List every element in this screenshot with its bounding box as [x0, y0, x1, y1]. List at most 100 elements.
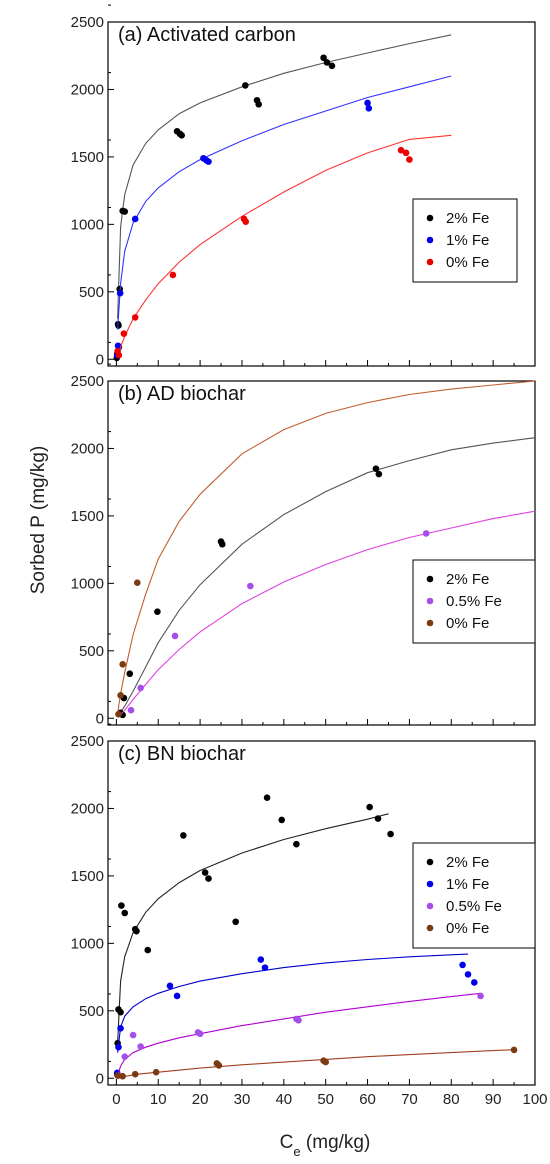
data-point	[366, 803, 373, 811]
data-point	[255, 100, 263, 108]
data-point	[173, 992, 181, 1000]
data-point	[121, 909, 129, 917]
panel-title: (a) Activated carbon	[118, 24, 296, 46]
fit-curve	[117, 813, 389, 1044]
series-2-fe	[113, 34, 452, 362]
legend-label: 0% Fe	[446, 615, 489, 632]
x-axis-title-unit: (mg/kg)	[301, 1132, 371, 1153]
x-tick-label: 70	[401, 1091, 418, 1108]
y-tick-label: 500	[79, 284, 104, 301]
data-point	[126, 670, 134, 678]
data-point	[118, 902, 125, 909]
series-0-5-fe	[115, 992, 484, 1079]
data-point	[365, 105, 373, 112]
legend-marker	[426, 236, 434, 244]
data-point	[129, 1031, 137, 1039]
plot-frame	[107, 21, 536, 367]
data-point	[402, 149, 410, 157]
data-point	[459, 961, 466, 969]
y-tick-label: 1000	[71, 935, 104, 952]
data-point	[470, 979, 478, 986]
data-point	[144, 946, 152, 954]
data-point	[406, 156, 413, 163]
panel-title: (c) BN biochar	[118, 743, 246, 765]
panel-title: (b) AD biochar	[118, 383, 246, 405]
x-axis-title-sub: e	[293, 1144, 300, 1159]
legend-marker	[426, 214, 434, 222]
data-point	[120, 330, 128, 337]
legend-marker	[426, 575, 434, 583]
fit-curve	[116, 380, 536, 716]
data-point	[178, 132, 185, 139]
data-point	[397, 146, 405, 154]
y-tick-label: 1500	[71, 868, 104, 885]
fit-curve	[117, 75, 452, 330]
fit-curve	[118, 510, 536, 718]
data-point	[205, 875, 212, 882]
data-point	[171, 632, 179, 640]
y-tick-label: 2500	[71, 733, 104, 750]
data-point	[247, 582, 254, 590]
data-point	[320, 54, 327, 62]
data-point	[322, 1058, 329, 1066]
panel-1: 0 500 1000 1500 2000 2500 (a) Activated carbon…	[71, 4, 536, 368]
legend: 2% Fe 0.5% Fe 0% Fe	[412, 559, 536, 644]
data-point	[115, 351, 123, 359]
series-0-5-fe	[118, 510, 536, 718]
panel-3: 0 500 1000 1500 2000 2500 0 10 20 30 40 50 60 70 80 90 1…	[71, 723, 548, 1108]
data-point	[117, 1008, 124, 1016]
y-tick-label: 2000	[71, 800, 104, 817]
y-tick-label: 500	[79, 1003, 104, 1020]
data-point	[131, 314, 139, 321]
data-point	[169, 271, 177, 279]
legend-marker	[426, 619, 434, 627]
data-point	[117, 692, 124, 699]
y-tick-label: 1500	[71, 508, 104, 525]
legend-label: 2% Fe	[446, 571, 489, 588]
data-point	[166, 982, 174, 990]
data-point	[374, 815, 382, 822]
data-point	[261, 964, 269, 971]
x-tick-label: 80	[443, 1091, 460, 1108]
fit-curve	[117, 34, 452, 319]
y-tick-label: 1500	[71, 149, 104, 166]
y-tick-label: 2000	[71, 81, 104, 98]
legend-marker	[426, 880, 434, 888]
data-point	[387, 830, 394, 838]
legend-label: 0.5% Fe	[446, 593, 502, 610]
y-tick-label: 2000	[71, 440, 104, 457]
data-point	[263, 794, 271, 801]
data-point	[364, 99, 371, 107]
data-point	[131, 215, 139, 223]
x-tick-label: 100	[522, 1091, 547, 1108]
data-point	[131, 1070, 139, 1078]
series-1-fe	[113, 953, 478, 1077]
data-point	[117, 1025, 124, 1032]
series-2-fe	[113, 794, 394, 1078]
data-point	[115, 1043, 122, 1051]
y-axis-title: Sorbed P (mg/kg)	[28, 446, 49, 595]
series-0-fe	[114, 134, 452, 359]
data-point	[134, 579, 141, 586]
panel-2: 0 500 1000 1500 2000 2500 (b) AD biochar 2% Fe 0…	[71, 363, 536, 727]
legend-label: 0% Fe	[446, 920, 489, 937]
x-axis-title-main: C	[280, 1132, 294, 1153]
y-tick-label: 500	[79, 643, 104, 660]
data-point	[114, 1072, 121, 1079]
fit-curve	[117, 953, 469, 1053]
legend-box	[412, 559, 536, 644]
data-point	[242, 82, 249, 89]
y-tick-label: 0	[96, 351, 104, 368]
x-axis-title: Ce (mg/kg)	[280, 1132, 371, 1159]
data-point	[115, 710, 122, 718]
data-point	[510, 1046, 518, 1054]
data-point	[137, 1043, 144, 1050]
data-point	[293, 840, 300, 848]
data-point	[422, 530, 430, 537]
x-tick-label: 40	[275, 1091, 292, 1108]
data-point	[232, 918, 239, 926]
y-tick-label: 0	[96, 1070, 104, 1087]
data-point	[201, 869, 209, 876]
